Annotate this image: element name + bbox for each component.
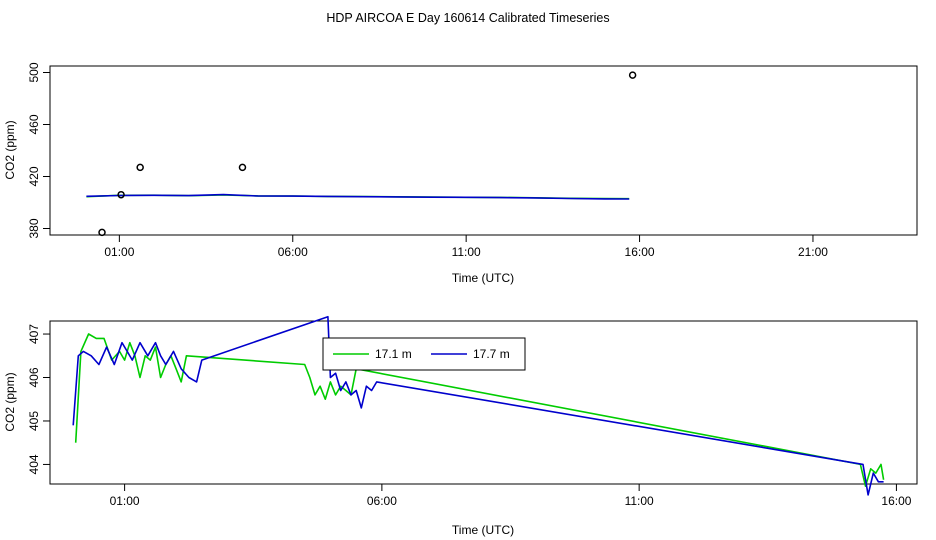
- data-point: [238, 163, 247, 172]
- y-tick-label: 407: [27, 324, 41, 344]
- data-point: [136, 163, 144, 172]
- y-ticks: 380 420 460 500: [27, 62, 50, 239]
- y-tick-label: 380: [27, 218, 41, 238]
- data-point: [628, 71, 637, 79]
- x-tick-label: 06:00: [367, 494, 397, 508]
- x-tick-label: 16:00: [625, 245, 655, 259]
- chart-panel-1: 01:00 06:00 11:00 16:00 21:00 380 420 460 500 T…: [3, 62, 918, 285]
- chart-panel-2: 01:00 06:00 11:00 16:00 404 405 406 407 Time (…: [3, 315, 918, 537]
- y-tick-label: 500: [27, 62, 41, 82]
- x-tick-label: 11:00: [625, 494, 654, 508]
- y-tick-label: 460: [27, 114, 41, 134]
- series-line-2: [72, 315, 884, 496]
- data-point: [98, 228, 106, 237]
- plot-frame: [49, 320, 918, 485]
- x-axis-label: Time (UTC): [452, 523, 514, 537]
- x-tick-label: 11:00: [452, 245, 481, 259]
- y-tick-label: 420: [27, 166, 41, 186]
- legend-label-series-1: 17.1 m: [375, 347, 412, 361]
- y-axis-label: CO2 (ppm): [3, 372, 17, 431]
- legend: 17.1 m 17.7 m: [322, 337, 526, 371]
- y-tick-label: 405: [27, 411, 41, 431]
- x-tick-label: 06:00: [278, 245, 308, 259]
- plot-frame: [49, 65, 918, 236]
- series-layer: [86, 193, 630, 200]
- series-line-2: [86, 193, 630, 200]
- x-ticks: 01:00 06:00 11:00 16:00 21:00: [104, 235, 828, 259]
- y-tick-label: 406: [27, 367, 41, 387]
- y-axis-label: CO2 (ppm): [3, 120, 17, 179]
- y-ticks: 404 405 406 407: [27, 324, 50, 474]
- data-point: [117, 190, 125, 199]
- x-tick-label: 16:00: [881, 494, 911, 508]
- x-tick-label: 21:00: [798, 245, 828, 259]
- y-tick-label: 404: [27, 454, 41, 474]
- figure-title: HDP AIRCOA E Day 160614 Calibrated Times…: [326, 11, 609, 25]
- x-tick-label: 01:00: [110, 494, 140, 508]
- x-axis-label: Time (UTC): [452, 271, 514, 285]
- x-tick-label: 01:00: [104, 245, 134, 259]
- legend-label-series-2: 17.7 m: [473, 347, 510, 361]
- points-layer: [98, 71, 637, 237]
- x-ticks: 01:00 06:00 11:00 16:00: [110, 484, 912, 508]
